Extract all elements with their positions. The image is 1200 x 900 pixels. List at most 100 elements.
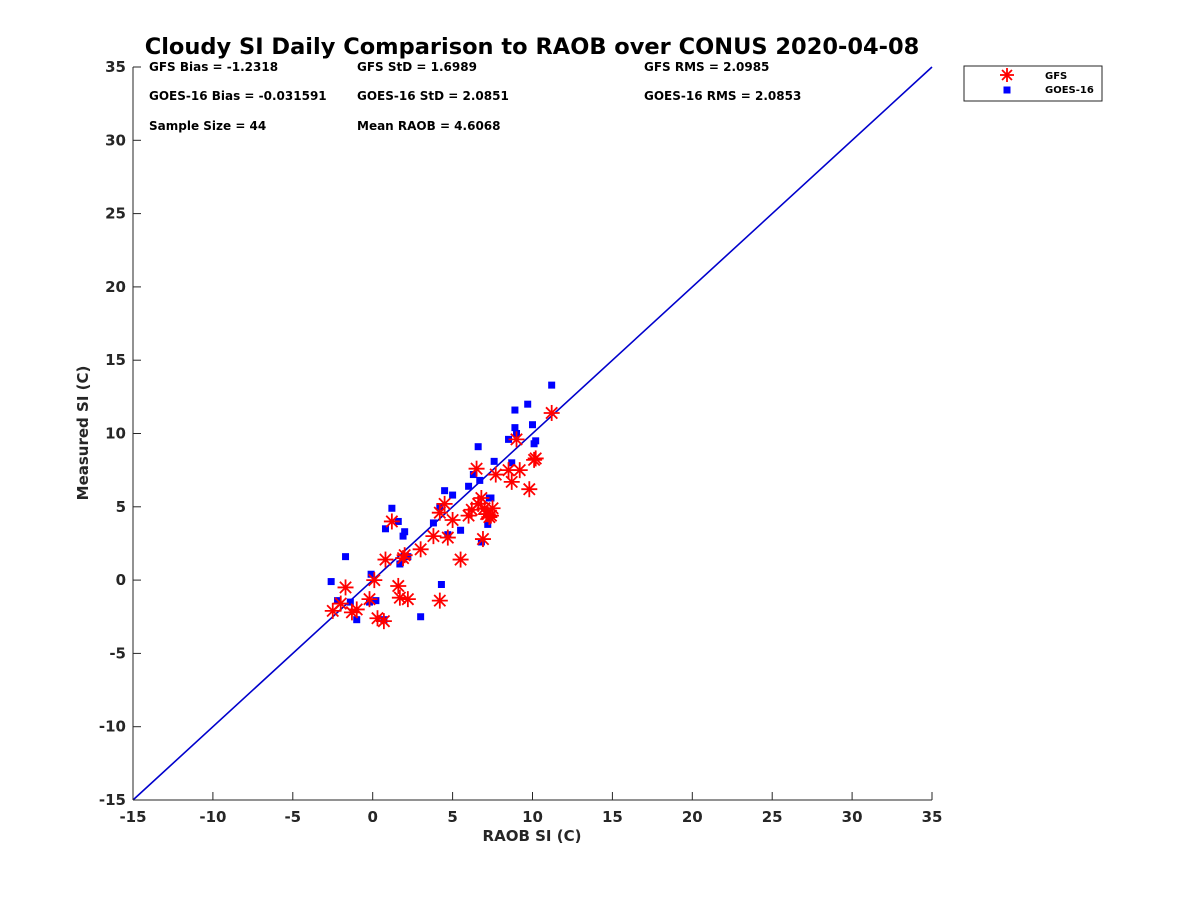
goes16-point [399,532,407,540]
gfs-point [377,551,394,568]
gfs-point [412,541,429,558]
goes16-point [484,520,492,528]
goes16-point [508,459,516,467]
gfs-point [383,513,400,530]
y-axis-ticks: -15 -10 -5 0 5 10 15 20 25 30 35 [99,58,141,809]
gfs-point [366,572,383,589]
y-tick-label: 0 [116,571,126,589]
legend-label-gfs: GFS [1045,71,1067,82]
y-tick-label: -5 [109,644,126,662]
gfs-point [468,460,485,477]
legend-goes16-square [1003,86,1011,94]
goes16-point [469,471,477,479]
gfs-point [375,613,392,630]
goes16-point [401,528,409,536]
goes16-point [511,424,519,432]
goes16-point [477,538,485,546]
goes16-point [353,616,361,624]
gfs-point [487,466,504,483]
gfs-point [452,551,469,568]
gfs-point [431,592,448,609]
goes16-point [342,553,350,561]
stat-goes-bias: GOES-16 Bias = -0.031591 [149,89,327,103]
x-tick-label: -5 [284,808,301,826]
y-tick-label: 10 [105,425,126,443]
gfs-point [511,462,528,479]
gfs-point [482,507,499,524]
y-tick-label: 15 [105,351,126,369]
goes16-point [437,580,445,588]
legend-gfs-asterisk [1000,68,1014,82]
y-tick-label: 30 [105,131,126,149]
goes16-point [367,570,375,578]
goes16-point [465,482,473,490]
goes16-point [529,421,536,429]
x-tick-label: 30 [842,808,863,826]
x-tick-label: 15 [602,808,623,826]
x-tick-label: 35 [922,808,943,826]
goes16-point [404,553,412,561]
y-tick-label: 25 [105,205,126,223]
gfs-point [508,431,525,448]
stat-goes-rms: GOES-16 RMS = 2.0853 [644,89,801,103]
stat-sample-size: Sample Size = 44 [149,119,266,133]
x-tick-label: 5 [447,808,457,826]
stats-block: GFS Bias = -1.2318 GFS StD = 1.6989 GFS … [149,60,801,133]
y-tick-label: 20 [105,278,126,296]
gfs-point [399,591,416,608]
reference-line-layer [132,66,933,801]
x-tick-label: 0 [367,808,377,826]
stat-gfs-rms: GFS RMS = 2.0985 [644,60,769,74]
chart-title: Cloudy SI Daily Comparison to RAOB over … [145,34,920,60]
gfs-point [425,528,442,545]
goes16-point [417,613,425,621]
x-tick-label: 10 [522,808,543,826]
x-tick-label: 25 [762,808,783,826]
gfs-point [474,531,491,548]
gfs-point [332,595,349,612]
stat-mean-raob: Mean RAOB = 4.6068 [357,119,501,133]
legend: GFS GOES-16 [963,65,1103,102]
gfs-point [484,500,501,517]
gfs-point [348,601,365,618]
goes16-point [441,487,449,495]
y-tick-label: 5 [116,498,126,516]
gfs-point [439,529,456,546]
goes16-point [396,560,404,568]
legend-box [963,65,1103,102]
gfs-point [390,577,407,594]
y-tick-label: -15 [99,791,126,809]
stat-gfs-bias: GFS Bias = -1.2318 [149,60,278,74]
goes16-point [490,457,498,465]
gfs-point [521,481,538,498]
goes16-point [372,597,380,605]
y-tick-label: 35 [105,58,126,76]
x-axis-ticks: -15 -10 -5 0 5 10 15 20 25 30 35 [119,792,942,826]
legend-label-goes16: GOES-16 [1045,85,1094,96]
x-axis-title: RAOB SI (C) [483,827,582,845]
x-tick-label: -10 [199,808,226,826]
y-axis-title: Measured SI (C) [74,366,92,501]
goes16-point [381,525,389,533]
goes16-point [548,381,556,389]
reference-line [132,66,933,801]
gfs-point [396,547,413,564]
gfs-point [527,450,544,467]
stat-goes-std: GOES-16 StD = 2.0851 [357,89,509,103]
goes16-point [487,494,495,502]
goes16-point [388,504,396,512]
gfs-point [543,404,560,421]
x-tick-label: -15 [119,808,146,826]
gfs-point [436,495,453,512]
goes16-point [474,443,482,451]
y-tick-label: -10 [99,718,126,736]
goes16-point [449,491,457,499]
goes16-point [532,437,540,445]
goes16-point [457,526,465,534]
goes16-point [429,519,437,527]
gfs-point [431,504,448,521]
gfs-point [503,473,520,490]
points-layer [324,381,560,630]
x-tick-label: 20 [682,808,703,826]
